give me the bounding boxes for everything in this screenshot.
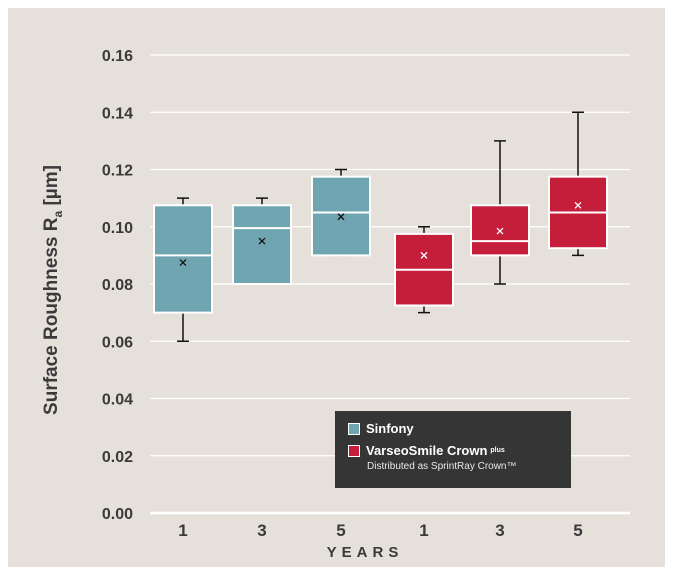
x-axis-label: YEARS: [327, 544, 404, 561]
x-tick-label: 5: [573, 521, 582, 540]
y-tick-label: 0.12: [102, 163, 133, 180]
x-axis-ticks: 1 3 5 1 3 5: [178, 521, 582, 540]
legend-label-sinfony: Sinfony: [366, 421, 414, 436]
y-axis-ticks: 0.00 0.02 0.04 0.06 0.08 0.10 0.12 0.14 0.16: [102, 48, 133, 523]
box-varseosmile-year-5: [548, 111, 608, 257]
y-tick-label: 0.10: [102, 220, 133, 237]
mean-marker: [337, 213, 345, 221]
box-iqr: [232, 204, 292, 285]
legend-label-superscript: plus: [490, 447, 505, 454]
x-tick-label: 5: [336, 521, 345, 540]
y-tick-label: 0.16: [102, 48, 133, 65]
legend: Sinfony VarseoSmile Crown plus Distribute…: [335, 411, 571, 488]
y-axis-label-subscript: a: [51, 211, 65, 218]
mean-marker: [258, 237, 266, 245]
legend-subtitle: Distributed as SprintRay Crown™: [367, 461, 517, 472]
y-tick-label: 0.14: [102, 105, 133, 122]
y-tick-label: 0.02: [102, 449, 133, 466]
legend-label-varseosmile: VarseoSmile Crown: [366, 443, 488, 458]
box-iqr: [153, 204, 213, 314]
mean-marker: [574, 201, 582, 209]
mean-marker: [179, 259, 187, 266]
x-tick-label: 3: [257, 521, 266, 540]
legend-item-varseosmile: VarseoSmile Crown plus: [348, 443, 505, 458]
y-tick-label: 0.00: [102, 506, 133, 523]
legend-item-sinfony: Sinfony: [348, 421, 414, 436]
box-sinfony-year-5: [311, 168, 371, 257]
legend-swatch-varseosmile: [348, 444, 360, 457]
box-varseosmile-year-3: [470, 140, 530, 285]
legend-swatch-sinfony: [348, 422, 360, 435]
y-axis-label: Surface Roughness Ra [µm]: [41, 165, 65, 415]
x-tick-label: 1: [178, 521, 187, 540]
box-plots: [153, 111, 608, 342]
y-tick-label: 0.06: [102, 334, 133, 351]
y-tick-label: 0.04: [102, 392, 133, 409]
box-sinfony-year-1: [153, 197, 213, 342]
box-varseosmile-year-1: [394, 226, 454, 314]
x-tick-label: 3: [495, 521, 504, 540]
mean-marker: [496, 227, 504, 235]
mean-marker: [420, 251, 428, 259]
x-tick-label: 1: [419, 521, 428, 540]
y-tick-label: 0.08: [102, 277, 133, 294]
box-sinfony-year-3: [232, 197, 292, 285]
y-axis-label-unit: [µm]: [41, 165, 62, 211]
